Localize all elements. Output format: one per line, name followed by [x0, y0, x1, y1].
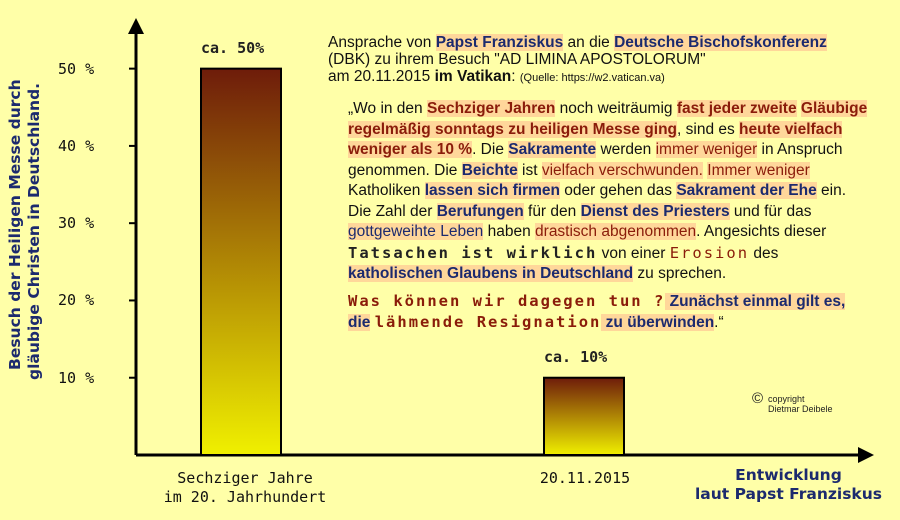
x-axis-title-line2: laut Papst Franziskus [694, 485, 882, 503]
y-tick-label: 50 % [58, 59, 95, 78]
y-axis-arrow-icon [128, 18, 144, 34]
copyright-line2: Dietmar Deibele [768, 404, 833, 414]
x-tick-sixties: Sechziger Jahre im 20. Jahrhundert [150, 469, 340, 507]
y-axis-label-line2: gläubige Christen in Deutschland. [25, 82, 43, 380]
x-tick-sixties-line1: Sechziger Jahre [177, 469, 313, 487]
y-tick-label: 30 % [58, 214, 95, 233]
y-tick-label: 10 % [58, 368, 95, 387]
y-tick-label: 20 % [58, 291, 95, 310]
source-header: Ansprache von Papst Franziskus an die De… [328, 34, 827, 85]
x-axis-title-line1: Entwicklung [735, 466, 842, 484]
y-tick-label: 40 % [58, 136, 95, 155]
x-axis-title: Entwicklung laut Papst Franziskus [695, 466, 882, 504]
x-axis-arrow-icon [858, 447, 874, 463]
x-tick-2015: 20.11.2015 [505, 469, 665, 488]
bar-label-sixties: ca. 50% [201, 38, 265, 57]
x-tick-2015-line1: 20.11.2015 [539, 469, 631, 487]
x-tick-sixties-line2: im 20. Jahrhundert [163, 488, 327, 506]
bar [200, 67, 282, 457]
quote-text: „Wo in den Sechziger Jahren noch weiträu… [348, 100, 868, 331]
bar [543, 376, 625, 456]
y-axis-label-line1: Besuch der Heiligen Messe durch [6, 79, 24, 370]
bar-label-2015: ca. 10% [544, 347, 608, 366]
copyright-line1: copyright [768, 394, 805, 404]
copyright-icon: © [752, 390, 764, 407]
y-axis-label: Besuch der Heiligen Messe durch gläubige… [6, 79, 76, 390]
